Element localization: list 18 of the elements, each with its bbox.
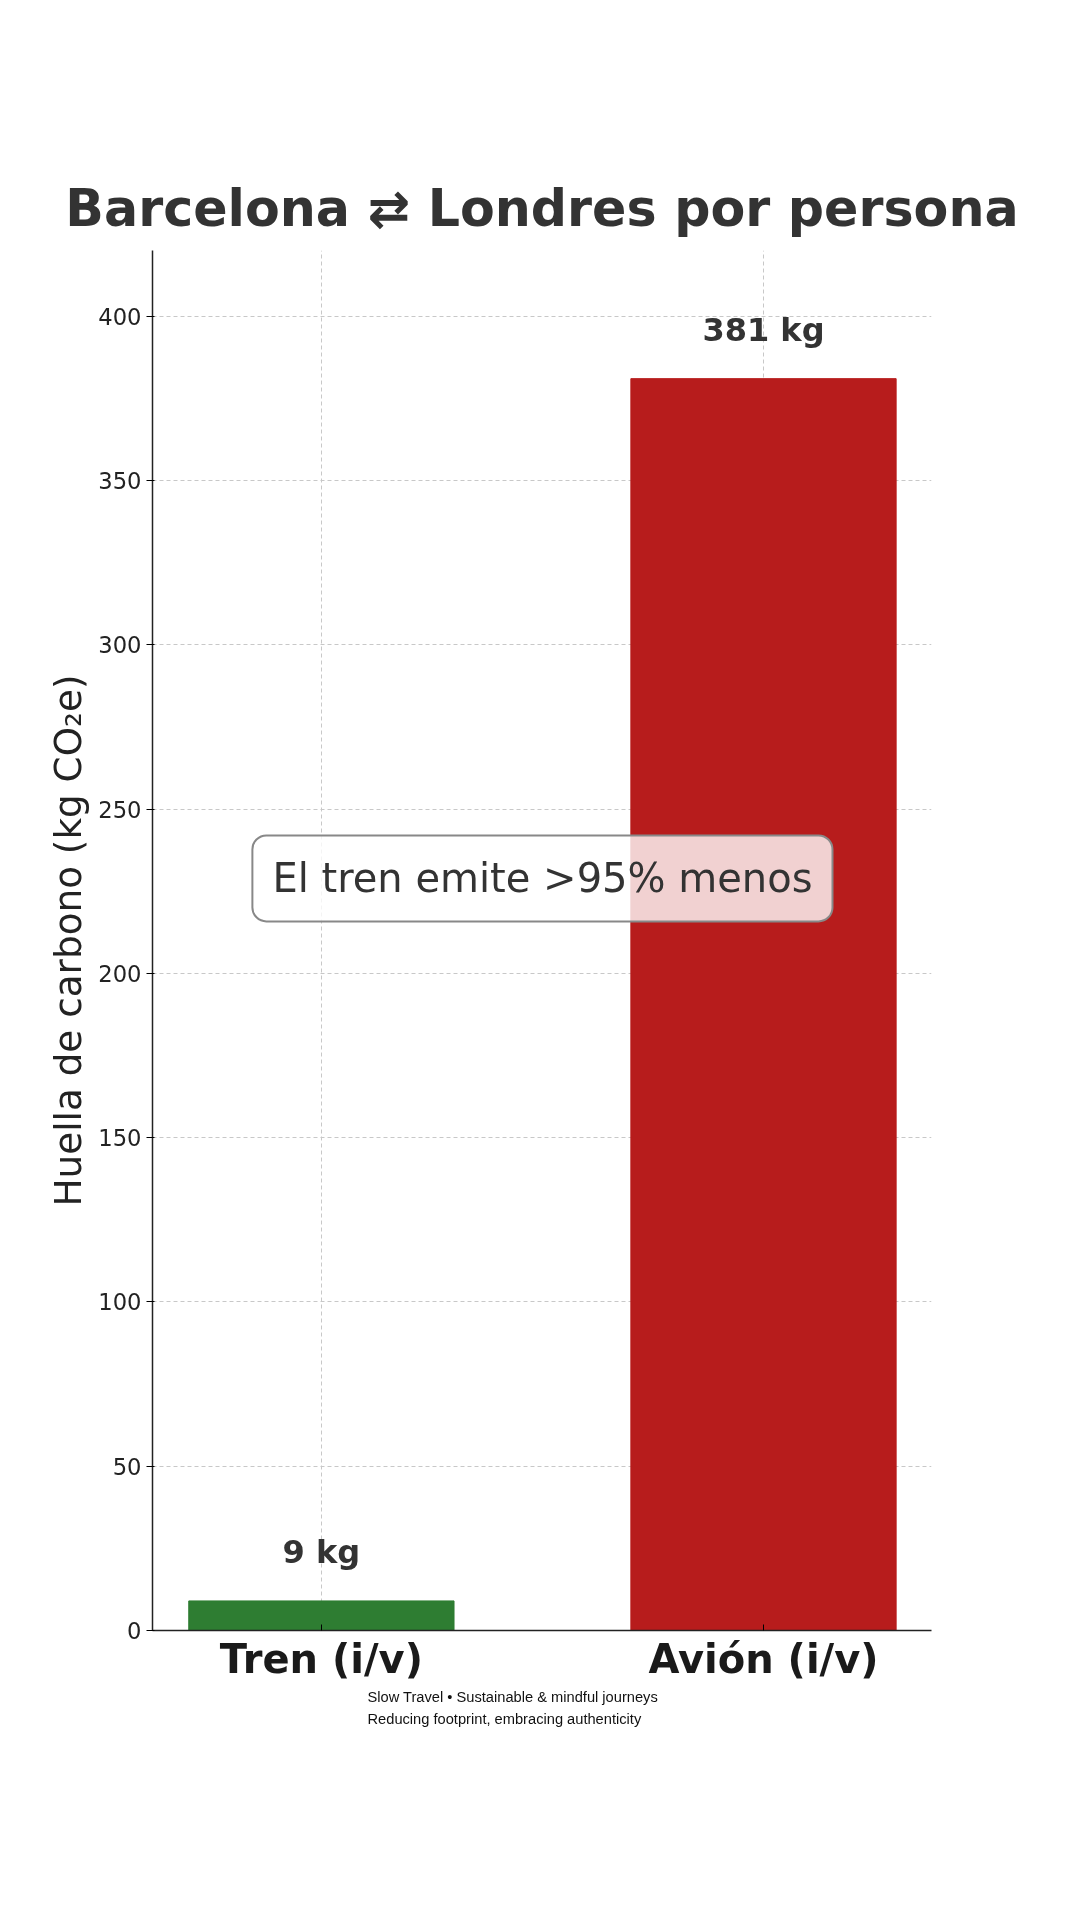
chart-title: Barcelona ⇄ Londres por persona — [65, 179, 1019, 238]
y-tick-label: 300 — [98, 632, 142, 659]
x-tick-label: Tren (i/v) — [219, 1635, 423, 1682]
y-tick-label: 350 — [98, 468, 142, 494]
data-label: 381 kg — [702, 310, 825, 349]
annotation: El tren emite >95% menos — [272, 855, 813, 902]
y-tick-label: 200 — [98, 960, 142, 987]
y-tick-label: 150 — [98, 1125, 142, 1152]
y-tick-label: 50 — [112, 1453, 142, 1480]
y-tick-label: 250 — [98, 796, 142, 823]
y-axis-title: Huella de carbono (kg CO₂e) — [46, 674, 91, 1207]
text: Slow Travel • Sustainable & mindful journeys — [367, 1688, 658, 1705]
text: Reducing footprint, embracing authenticity — [367, 1710, 642, 1727]
y-tick-label: 100 — [98, 1289, 142, 1316]
y-tick-label: 0 — [127, 1618, 142, 1644]
x-tick-label: Avión (i/v) — [648, 1635, 879, 1682]
data-label: 9 kg — [282, 1532, 361, 1571]
y-tick-label: 400 — [98, 303, 142, 330]
